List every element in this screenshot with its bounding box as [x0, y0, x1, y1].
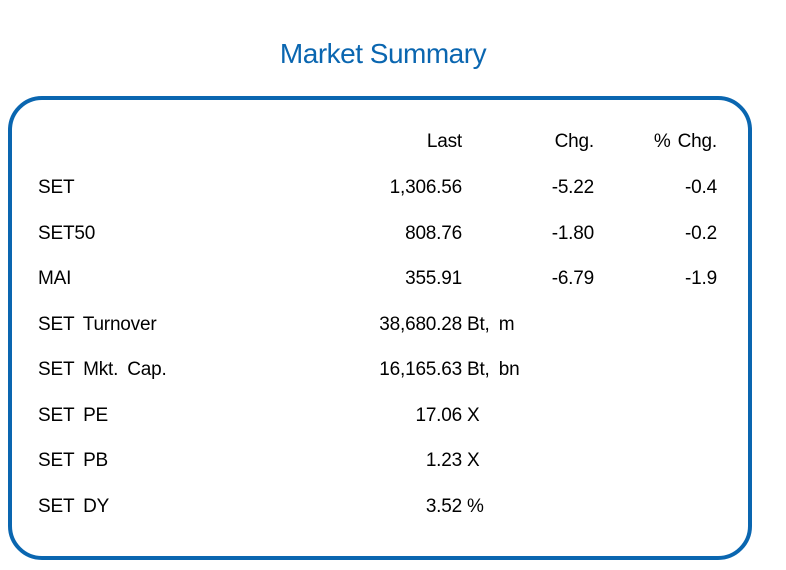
stat-unit-pe: X: [467, 405, 480, 426]
row-label-set50: SET50: [38, 223, 96, 244]
header-pct-chg: % Chg.: [653, 131, 717, 152]
stat-unit-mkt-cap: Bt, bn: [467, 359, 520, 380]
row-label-mai: MAI: [38, 268, 72, 289]
stat-value-pb: 1.23: [425, 450, 462, 471]
stat-unit-pb: X: [467, 450, 480, 471]
stat-label-dy: SET DY: [38, 496, 110, 517]
row-last-mai: 355.91: [405, 268, 462, 289]
header-chg: Chg.: [554, 131, 595, 152]
row-pct-chg-mai: -1.9: [685, 268, 717, 289]
stat-label-turnover: SET Turnover: [38, 314, 157, 335]
stat-unit-dy: %: [467, 496, 484, 517]
row-label-set: SET: [38, 177, 75, 198]
stat-label-pb: SET PB: [38, 450, 109, 471]
row-chg-mai: -6.79: [551, 268, 595, 289]
row-chg-set50: -1.80: [551, 223, 595, 244]
page-title: Market Summary: [279, 38, 487, 69]
row-chg-set: -5.22: [551, 177, 595, 198]
row-last-set: 1,306.56: [389, 177, 463, 198]
stat-unit-turnover: Bt, m: [467, 314, 515, 335]
stat-label-mkt-cap: SET Mkt. Cap.: [38, 359, 167, 380]
stat-value-mkt-cap: 16,165.63: [379, 359, 462, 380]
header-last: Last: [426, 131, 462, 152]
row-last-set50: 808.76: [405, 223, 462, 244]
stat-value-turnover: 38,680.28: [379, 314, 462, 335]
row-pct-chg-set50: -0.2: [685, 223, 717, 244]
stat-value-pe: 17.06: [415, 405, 462, 426]
row-pct-chg-set: -0.4: [685, 177, 717, 198]
summary-panel: [8, 96, 752, 560]
stat-value-dy: 3.52: [425, 496, 462, 517]
stat-label-pe: SET PE: [38, 405, 109, 426]
